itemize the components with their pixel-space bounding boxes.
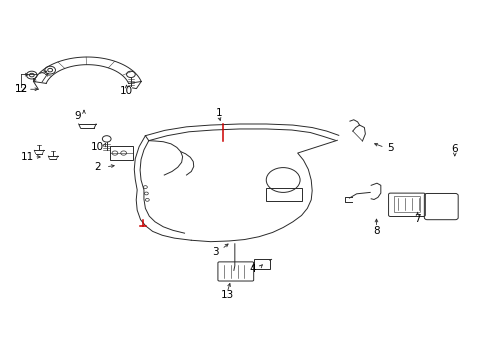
Text: 13: 13: [220, 290, 233, 300]
Text: 12: 12: [15, 84, 28, 94]
Text: 10: 10: [120, 86, 133, 96]
Text: 8: 8: [372, 226, 379, 236]
Text: 5: 5: [387, 143, 393, 153]
Text: 3: 3: [212, 247, 218, 257]
Text: 12: 12: [15, 84, 28, 94]
Text: 11: 11: [21, 152, 35, 162]
Text: 1: 1: [215, 108, 222, 118]
Text: 4: 4: [249, 264, 256, 274]
Text: 2: 2: [94, 162, 101, 172]
Text: 6: 6: [450, 144, 457, 154]
Text: 7: 7: [413, 214, 420, 224]
Text: 10: 10: [91, 142, 104, 152]
Text: 9: 9: [74, 111, 81, 121]
